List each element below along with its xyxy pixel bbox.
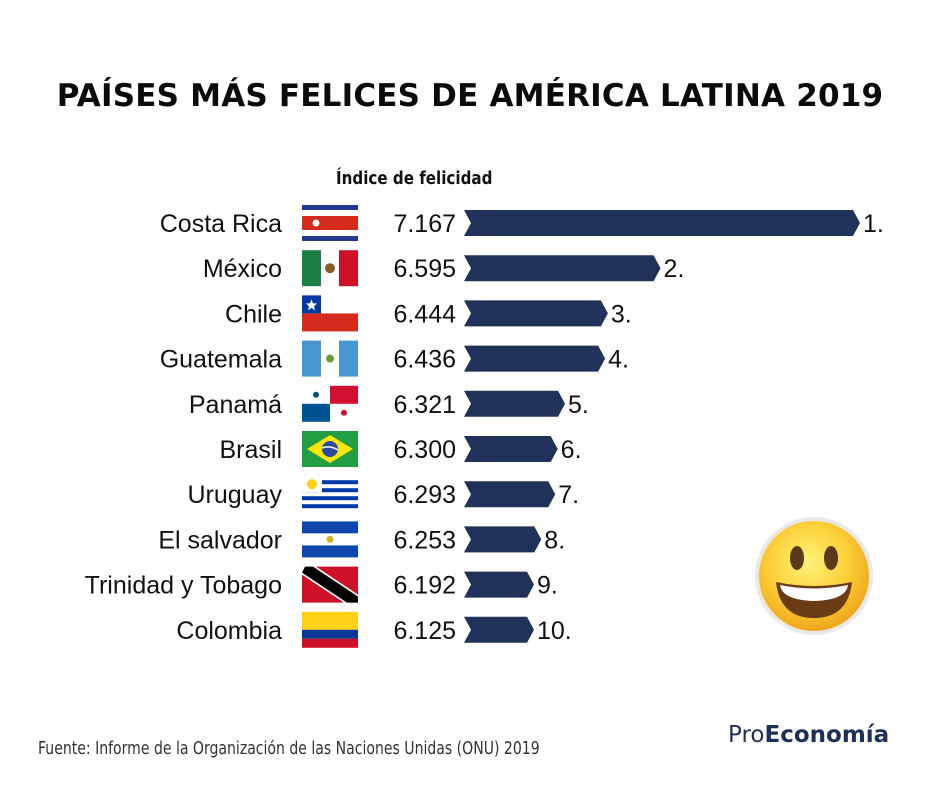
bar-row: Brasil 6.300 6. bbox=[219, 431, 582, 467]
rank-label: 9. bbox=[537, 572, 558, 600]
bar bbox=[464, 345, 606, 372]
bar-row: Guatemala 6.436 4. bbox=[160, 340, 629, 377]
rank-label: 2. bbox=[664, 255, 685, 283]
bar-row: Chile 6.444 3. bbox=[225, 295, 632, 332]
bar-row: Trinidad y Tobago 6.192 9. bbox=[85, 566, 558, 603]
flag-icon-colombia bbox=[302, 611, 358, 648]
value-label: 7.167 bbox=[393, 210, 456, 238]
rank-label: 3. bbox=[611, 300, 632, 328]
flag-icon-guatemala bbox=[302, 340, 358, 377]
value-label: 6.595 bbox=[393, 255, 456, 283]
category-label: México bbox=[203, 255, 282, 283]
flag-icon-chile bbox=[302, 295, 358, 332]
category-label: Uruguay bbox=[188, 481, 283, 509]
category-label: El salvador bbox=[158, 526, 282, 554]
rank-label: 8. bbox=[544, 526, 565, 554]
flag-icon-trinidad-and-tobago bbox=[302, 566, 358, 603]
flag-icon-mexico bbox=[302, 250, 358, 287]
value-label: 6.300 bbox=[393, 436, 456, 464]
bar-chart: Costa Rica 7.167 1. México 6.595 2. Chile 6.444… bbox=[85, 205, 884, 648]
value-label: 6.293 bbox=[393, 481, 456, 509]
value-label: 6.125 bbox=[393, 617, 456, 645]
rank-label: 1. bbox=[863, 210, 884, 238]
category-label: Guatemala bbox=[160, 346, 282, 374]
smiley-emoji-icon bbox=[755, 517, 873, 635]
column-header: Índice de felicidad bbox=[336, 168, 493, 189]
category-label: Panamá bbox=[189, 391, 282, 419]
bar-row: Panamá 6.321 5. bbox=[189, 385, 589, 422]
bar-row: Uruguay 6.293 7. bbox=[188, 476, 579, 513]
bar bbox=[464, 390, 566, 417]
rank-label: 4. bbox=[608, 346, 629, 374]
category-label: Colombia bbox=[176, 617, 282, 645]
bar bbox=[464, 436, 558, 462]
value-label: 6.253 bbox=[393, 526, 456, 554]
flag-icon-uruguay bbox=[302, 476, 358, 513]
value-label: 6.436 bbox=[393, 346, 456, 374]
value-label: 6.192 bbox=[393, 572, 456, 600]
bar-row: Colombia 6.125 10. bbox=[176, 611, 572, 648]
bar bbox=[464, 210, 860, 236]
rank-label: 10. bbox=[537, 617, 572, 645]
bar-row: El salvador 6.253 8. bbox=[158, 521, 565, 558]
brand-logo: ProEconomía bbox=[728, 722, 890, 748]
rank-label: 6. bbox=[561, 436, 582, 464]
bar bbox=[464, 616, 534, 643]
bar bbox=[464, 300, 608, 327]
flag-icon-costa-rica bbox=[302, 205, 358, 241]
value-label: 6.321 bbox=[393, 391, 456, 419]
category-label: Trinidad y Tobago bbox=[85, 572, 282, 600]
bar-row: Costa Rica 7.167 1. bbox=[160, 205, 884, 241]
bar bbox=[464, 255, 661, 282]
rank-label: 5. bbox=[568, 391, 589, 419]
bar bbox=[464, 526, 542, 553]
rank-label: 7. bbox=[558, 481, 579, 509]
value-label: 6.444 bbox=[393, 300, 456, 328]
bar-row: México 6.595 2. bbox=[203, 250, 685, 287]
flag-icon-brazil bbox=[302, 431, 358, 467]
flag-icon-panama bbox=[302, 385, 358, 422]
category-label: Costa Rica bbox=[160, 210, 282, 238]
chart-title: PAÍSES MÁS FELICES DE AMÉRICA LATINA 201… bbox=[56, 78, 884, 114]
category-label: Chile bbox=[225, 300, 282, 328]
bar bbox=[464, 571, 534, 598]
flag-icon-el-salvador bbox=[302, 521, 358, 558]
source-note: Fuente: Informe de la Organización de la… bbox=[38, 738, 540, 759]
bar bbox=[464, 481, 556, 508]
category-label: Brasil bbox=[219, 436, 282, 464]
